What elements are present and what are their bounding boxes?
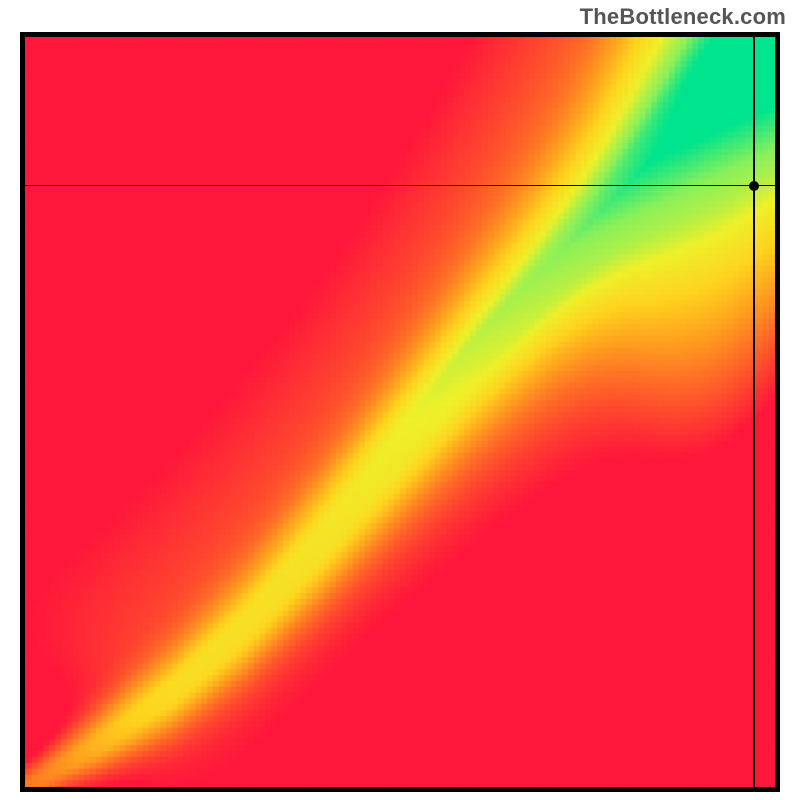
chart-container: { "watermark": { "text": "TheBottleneck.… <box>0 0 800 800</box>
watermark-text: TheBottleneck.com <box>580 4 786 30</box>
heatmap-canvas <box>20 32 780 792</box>
